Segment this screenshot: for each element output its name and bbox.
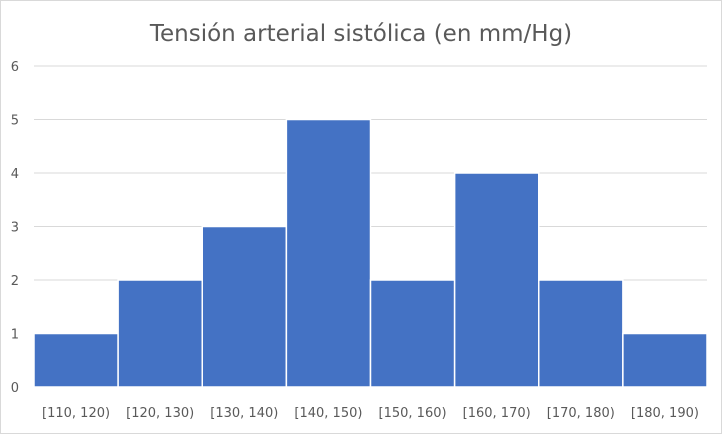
bar-4: [285, 118, 372, 388]
x-axis-ticks: [110, 120) [120, 130) [130, 140) [140, 150)…: [42, 406, 699, 421]
x-tick-label: [170, 180): [547, 406, 615, 421]
y-tick-label: 0: [11, 381, 19, 396]
x-tick-label: [130, 140): [210, 406, 278, 421]
bar-5: [369, 279, 456, 388]
x-tick-label: [140, 150): [294, 406, 362, 421]
x-tick-label: [160, 170): [463, 406, 531, 421]
y-tick-label: 4: [11, 167, 19, 182]
y-tick-label: 3: [11, 221, 19, 236]
y-tick-label: 6: [11, 60, 19, 75]
bars: [33, 118, 708, 388]
bar-7: [538, 279, 624, 388]
x-tick-label: [110, 120): [42, 406, 110, 421]
y-tick-label: 1: [11, 328, 19, 343]
bar-6: [453, 172, 540, 388]
x-tick-label: [180, 190): [631, 406, 699, 421]
bar-8: [622, 332, 708, 388]
x-tick-label: [120, 130): [126, 406, 194, 421]
y-axis-ticks: 0 1 2 3 4 5 6: [11, 60, 19, 396]
bar-3: [201, 225, 288, 388]
bar-1: [33, 332, 119, 388]
bar-2: [117, 279, 203, 388]
y-tick-label: 2: [11, 274, 19, 289]
y-tick-label: 5: [11, 114, 19, 129]
chart-title: Tensión arterial sistólica (en mm/Hg): [149, 21, 572, 47]
x-tick-label: [150, 160): [379, 406, 447, 421]
